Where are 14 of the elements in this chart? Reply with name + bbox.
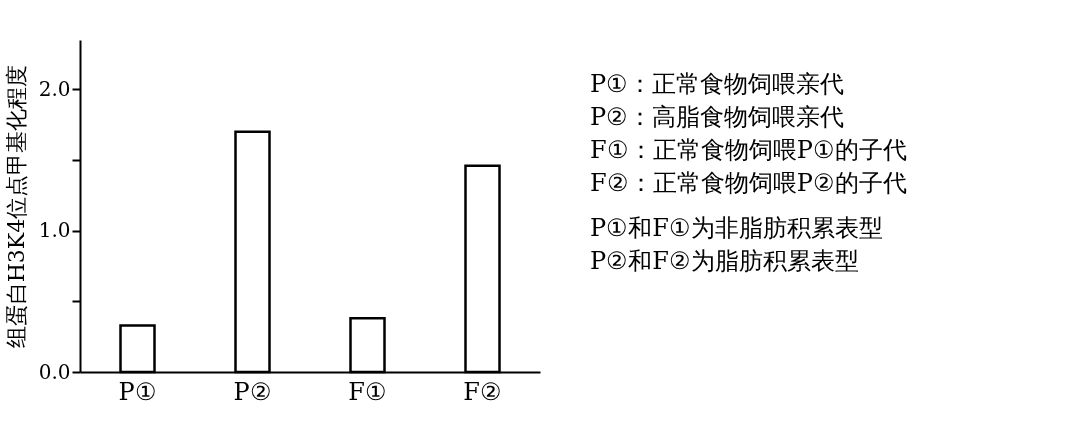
x-tick-label: P① <box>118 377 157 406</box>
x-tick-label: F② <box>463 377 502 406</box>
text: P①和F①为非脂肪积累表型 <box>590 214 883 242</box>
y-tick-label: 0.0 <box>38 359 71 384</box>
text: P②和F②为脂肪积累表型 <box>590 247 859 275</box>
text: F①：正常食物饲喂P①的子代 <box>590 136 907 164</box>
y-tick-label: 1.0 <box>38 218 71 243</box>
text: P②：高脂食物饲喂亲代 <box>590 103 845 131</box>
text: F②：正常食物饲喂P②的子代 <box>590 169 907 197</box>
text: P①：正常食物饲喂亲代 <box>590 70 845 98</box>
y-axis-title: 组蛋白H3K4位点甲基化程度 <box>3 64 29 349</box>
y-tick-label: 2.0 <box>38 76 71 101</box>
x-tick-label: P② <box>233 377 272 406</box>
x-tick-label: F① <box>348 377 387 406</box>
